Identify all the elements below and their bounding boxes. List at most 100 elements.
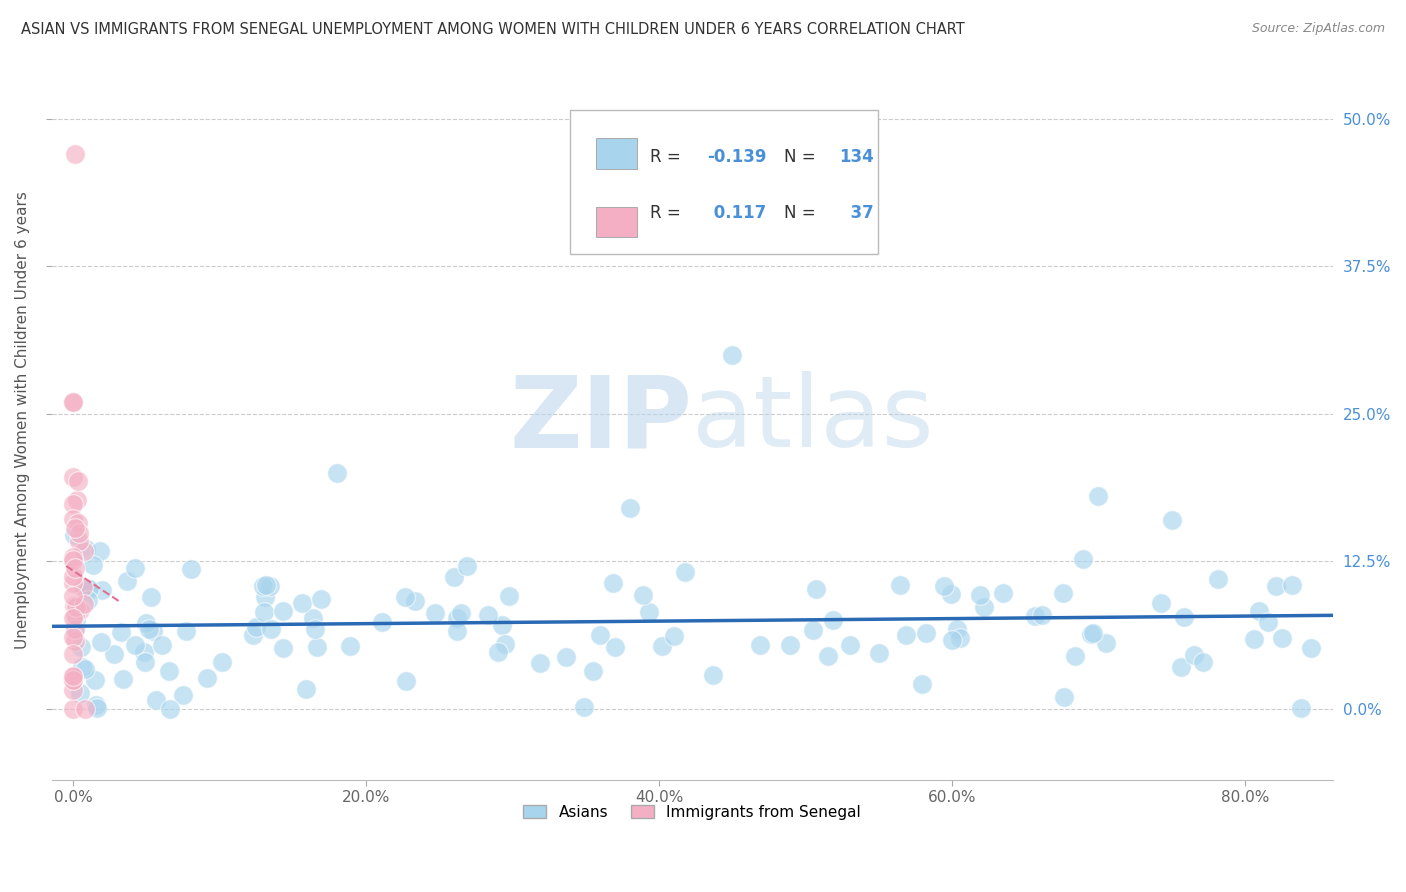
Immigrants from Senegal <box>67 474 90 488</box>
Asians <box>395 673 418 688</box>
Asians <box>254 577 277 591</box>
Asians <box>326 466 349 480</box>
Immigrants from Senegal <box>67 534 90 549</box>
Asians <box>555 650 578 665</box>
Asians <box>1281 578 1303 592</box>
Asians <box>494 637 516 651</box>
Asians <box>1247 605 1270 619</box>
Asians <box>602 576 624 591</box>
Text: atlas: atlas <box>692 371 934 468</box>
Asians <box>443 570 465 584</box>
Asians <box>477 607 499 622</box>
Asians <box>662 629 685 643</box>
Asians <box>1064 649 1087 664</box>
Asians <box>425 606 447 620</box>
Asians <box>150 638 173 652</box>
Immigrants from Senegal <box>62 553 84 567</box>
Text: N =: N = <box>785 204 821 222</box>
Asians <box>588 628 610 642</box>
FancyBboxPatch shape <box>596 207 637 237</box>
Asians <box>619 501 641 516</box>
Immigrants from Senegal <box>63 622 86 636</box>
Asians <box>779 638 801 652</box>
Asians <box>1265 579 1288 593</box>
Asians <box>1173 609 1195 624</box>
Asians <box>110 624 132 639</box>
Asians <box>1208 572 1230 586</box>
FancyBboxPatch shape <box>571 110 877 254</box>
Asians <box>801 623 824 637</box>
Asians <box>1024 609 1046 624</box>
Asians <box>77 593 100 607</box>
Asians <box>295 682 318 697</box>
Asians <box>371 615 394 629</box>
Immigrants from Senegal <box>67 526 90 541</box>
Immigrants from Senegal <box>62 670 84 684</box>
Asians <box>132 645 155 659</box>
Asians <box>932 578 955 592</box>
Text: -0.139: -0.139 <box>707 148 768 166</box>
Asians <box>603 640 626 655</box>
Asians <box>1080 627 1102 641</box>
Asians <box>1053 690 1076 704</box>
Asians <box>486 645 509 659</box>
Asians <box>1257 615 1279 629</box>
Asians <box>572 699 595 714</box>
Asians <box>142 624 165 638</box>
Asians <box>638 605 661 619</box>
Text: Source: ZipAtlas.com: Source: ZipAtlas.com <box>1251 22 1385 36</box>
Asians <box>1170 660 1192 674</box>
Immigrants from Senegal <box>62 683 84 698</box>
Asians <box>450 606 472 620</box>
Asians <box>721 348 744 362</box>
Immigrants from Senegal <box>62 469 84 483</box>
Y-axis label: Unemployment Among Women with Children Under 6 years: Unemployment Among Women with Children U… <box>15 191 30 648</box>
Asians <box>138 622 160 636</box>
Asians <box>260 622 283 636</box>
Asians <box>76 581 98 595</box>
Asians <box>868 646 890 660</box>
Asians <box>91 583 114 598</box>
Asians <box>157 664 180 678</box>
Asians <box>973 600 995 615</box>
Immigrants from Senegal <box>62 512 84 526</box>
Asians <box>242 628 264 642</box>
Asians <box>195 671 218 685</box>
Asians <box>446 611 468 625</box>
Asians <box>159 702 181 716</box>
Text: 0.117: 0.117 <box>707 204 766 222</box>
Asians <box>124 639 146 653</box>
Asians <box>969 588 991 602</box>
Asians <box>309 591 332 606</box>
Immigrants from Senegal <box>73 597 96 611</box>
Asians <box>305 640 328 655</box>
Asians <box>211 655 233 669</box>
Asians <box>404 593 426 607</box>
Asians <box>77 582 100 596</box>
Immigrants from Senegal <box>63 599 86 613</box>
Immigrants from Senegal <box>63 608 86 623</box>
Asians <box>174 624 197 639</box>
Immigrants from Senegal <box>63 521 86 535</box>
Asians <box>304 622 326 636</box>
Asians <box>394 590 416 604</box>
Asians <box>914 626 936 640</box>
Immigrants from Senegal <box>62 549 84 564</box>
Asians <box>77 583 100 598</box>
Asians <box>115 574 138 588</box>
Asians <box>1299 640 1322 655</box>
Text: 134: 134 <box>839 148 875 166</box>
Asians <box>271 603 294 617</box>
Immigrants from Senegal <box>62 673 84 687</box>
Asians <box>631 588 654 602</box>
Asians <box>70 660 93 674</box>
Asians <box>253 590 276 604</box>
Asians <box>1150 595 1173 609</box>
Immigrants from Senegal <box>63 147 86 161</box>
Asians <box>839 638 862 652</box>
Text: R =: R = <box>650 204 686 222</box>
Asians <box>491 618 513 632</box>
Asians <box>86 698 108 713</box>
Immigrants from Senegal <box>62 630 84 644</box>
Asians <box>124 561 146 575</box>
